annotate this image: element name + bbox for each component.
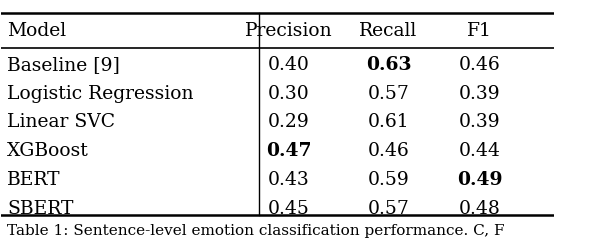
Text: 0.45: 0.45 — [268, 200, 310, 218]
Text: 0.59: 0.59 — [368, 171, 409, 189]
Text: 0.63: 0.63 — [366, 56, 411, 74]
Text: XGBoost: XGBoost — [7, 142, 89, 160]
Text: 0.39: 0.39 — [459, 84, 501, 102]
Text: Logistic Regression: Logistic Regression — [7, 84, 194, 102]
Text: 0.30: 0.30 — [268, 84, 310, 102]
Text: 0.47: 0.47 — [266, 142, 312, 160]
Text: SBERT: SBERT — [7, 200, 73, 218]
Text: 0.43: 0.43 — [268, 171, 310, 189]
Text: 0.46: 0.46 — [368, 142, 409, 160]
Text: 0.40: 0.40 — [268, 56, 310, 74]
Text: BERT: BERT — [7, 171, 60, 189]
Text: 0.57: 0.57 — [368, 84, 409, 102]
Text: 0.29: 0.29 — [268, 114, 310, 132]
Text: Model: Model — [7, 22, 66, 40]
Text: 0.44: 0.44 — [459, 142, 501, 160]
Text: Precision: Precision — [245, 22, 333, 40]
Text: Table 1: Sentence-level emotion classification performance. C, F: Table 1: Sentence-level emotion classifi… — [7, 224, 504, 238]
Text: 0.49: 0.49 — [457, 171, 502, 189]
Text: 0.61: 0.61 — [368, 114, 409, 132]
Text: 0.46: 0.46 — [459, 56, 501, 74]
Text: Recall: Recall — [359, 22, 418, 40]
Text: Baseline [9]: Baseline [9] — [7, 56, 120, 74]
Text: 0.39: 0.39 — [459, 114, 501, 132]
Text: 0.57: 0.57 — [368, 200, 409, 218]
Text: 0.48: 0.48 — [459, 200, 501, 218]
Text: Linear SVC: Linear SVC — [7, 114, 115, 132]
Text: F1: F1 — [467, 22, 492, 40]
